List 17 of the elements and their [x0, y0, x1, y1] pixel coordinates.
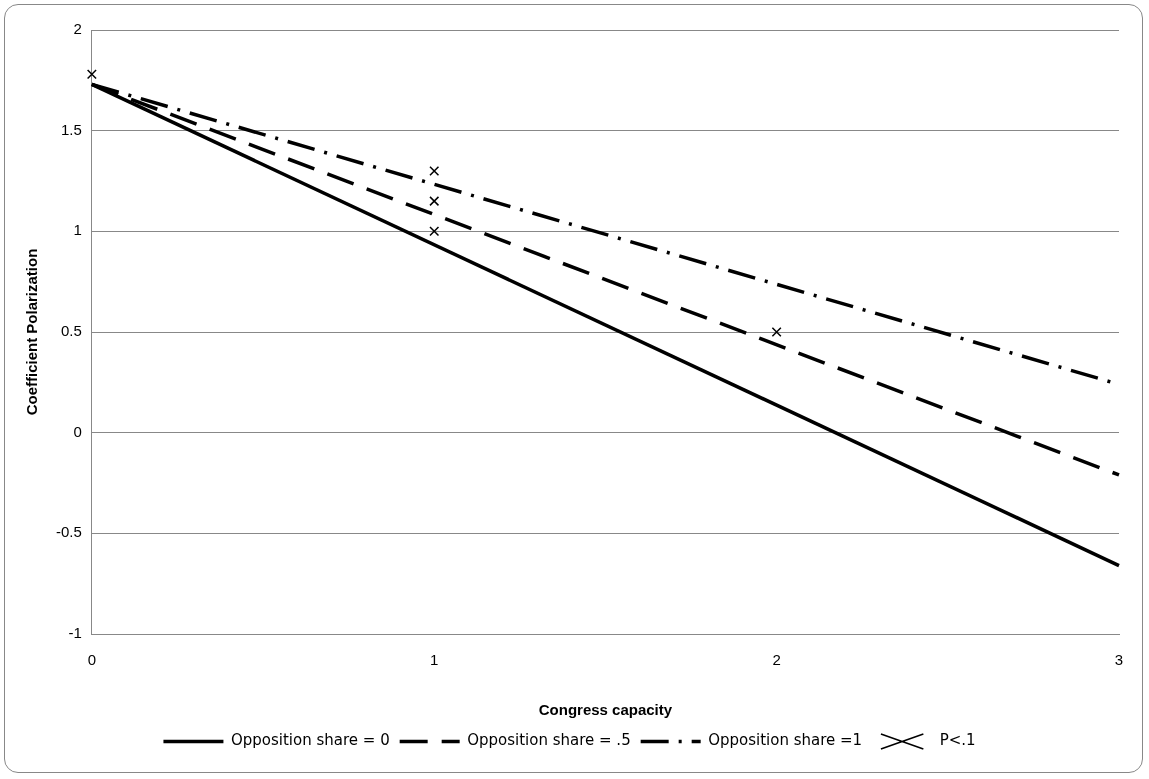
y-tick-label: -1 — [68, 624, 82, 642]
x-axis-title: Congress capacity — [538, 701, 673, 719]
x-tick-label: 1 — [430, 651, 439, 669]
legend-label: Opposition share = 0 — [230, 731, 390, 750]
legend-label: Opposition share = .5 — [467, 731, 631, 750]
y-tick-label: 0.5 — [60, 322, 82, 340]
y-axis-title: Coefficient Polarization — [23, 248, 41, 416]
legend-label: P<.1 — [939, 731, 976, 750]
x-tick-label: 3 — [1114, 651, 1124, 669]
y-tick-label: -0.5 — [55, 523, 82, 541]
x-tick-label: 0 — [87, 651, 97, 669]
legend-label: Opposition share =1 — [708, 731, 863, 750]
y-tick-label: 0 — [73, 422, 82, 440]
x-tick-label: 2 — [772, 651, 781, 669]
y-tick-label: 1.5 — [60, 120, 82, 138]
y-tick-label: 1 — [73, 221, 82, 239]
y-tick-label: 2 — [73, 20, 82, 38]
